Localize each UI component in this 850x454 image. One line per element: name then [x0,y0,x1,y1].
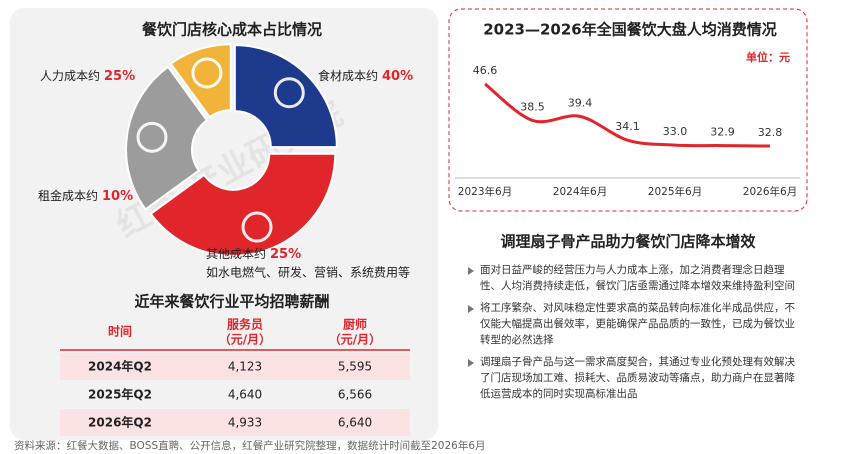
source: 资料来源：红餐大数据、BOSS直聘、公开信息，红餐产业研究院整理，数据统计时间截… [14,439,486,452]
pie-slice [233,44,338,149]
table-header: （元/月） [329,332,381,347]
value-label: 39.4 [568,96,593,109]
x-tick-label: 2023年6月 [458,185,512,198]
x-tick-label: 2024年6月 [553,185,607,198]
row-background [60,409,410,436]
line-card [448,8,808,212]
table-header: 服务员 [227,317,263,332]
slice-category: 租金成本约 [38,188,98,203]
slice-label: 人力成本约 25% [40,68,135,84]
slice-icon [191,57,223,89]
x-tick-label: 2025年6月 [648,185,702,198]
pie-slice [149,152,337,257]
table-cell: 6,566 [338,388,372,402]
table-title: 近年来餐饮行业平均招聘薪酬 [134,293,329,311]
table-cell: 2024年Q2 [88,359,152,374]
slice-category: 人力成本约 [40,68,100,83]
table-header: 时间 [108,324,132,339]
line [484,82,771,148]
table-header: 厨师 [343,317,367,332]
bullet: 面对日益严峻的经营压力与人力成本上涨，加之消费者理念日趋理性、人均消费持续走低，… [466,262,802,294]
unit: 单位：元 [746,50,790,64]
value-label: 32.8 [758,126,783,139]
slice-category: 食材成本约 [318,68,378,83]
slice-value: 25% [270,247,301,262]
row-background [60,353,410,380]
value-label: 38.5 [520,100,545,113]
bullet-list: 面对日益严峻的经营压力与人力成本上涨，加之消费者理念日趋理性、人均消费持续走低，… [466,262,802,408]
bullet: 将工序繁杂、对风味稳定性要求高的菜品转向标准化半成品供应，不仅能大幅提高出餐效率… [466,300,802,348]
slice-category: 其他成本约 [206,246,266,261]
slice-icon [136,121,168,153]
line-title: 2023—2026年全国餐饮大盘人均消费情况 [483,21,777,39]
table-cell: 2026年Q2 [88,415,152,430]
pie-note: 如水电燃气、研发、营销、系统费用等 [206,265,410,280]
table-cell: 4,123 [228,360,262,374]
table-cell: 6,640 [338,416,372,430]
table-header: （元/月） [219,332,271,347]
slice-value: 10% [102,189,133,204]
value-label: 33.0 [663,125,688,138]
table-cell: 4,933 [228,416,262,430]
slice-icon [273,77,305,109]
slice-label: 食材成本约 40% [318,68,413,84]
slice-label: 租金成本约 10% [38,188,133,204]
slice-value: 40% [382,69,413,84]
pie-title: 餐饮门店核心成本占比情况 [142,21,322,39]
value-label: 46.6 [473,64,498,77]
section-title: 调理扇子骨产品助力餐饮门店降本增效 [500,233,756,251]
slice-icon [241,211,273,243]
bullet: 调理扇子骨产品与这一需求高度契合，其通过专业化预处理有效解决了门店现场加工难、损… [466,354,802,402]
slice-label: 其他成本约 25% [206,246,301,262]
table-cell: 4,640 [228,388,262,402]
value-label: 32.9 [710,126,735,139]
table-cell: 5,595 [338,360,372,374]
value-label: 34.1 [615,120,640,133]
x-tick-label: 2026年6月 [743,185,797,198]
table-cell: 2025年Q2 [88,387,152,402]
slice-value: 25% [104,69,135,84]
